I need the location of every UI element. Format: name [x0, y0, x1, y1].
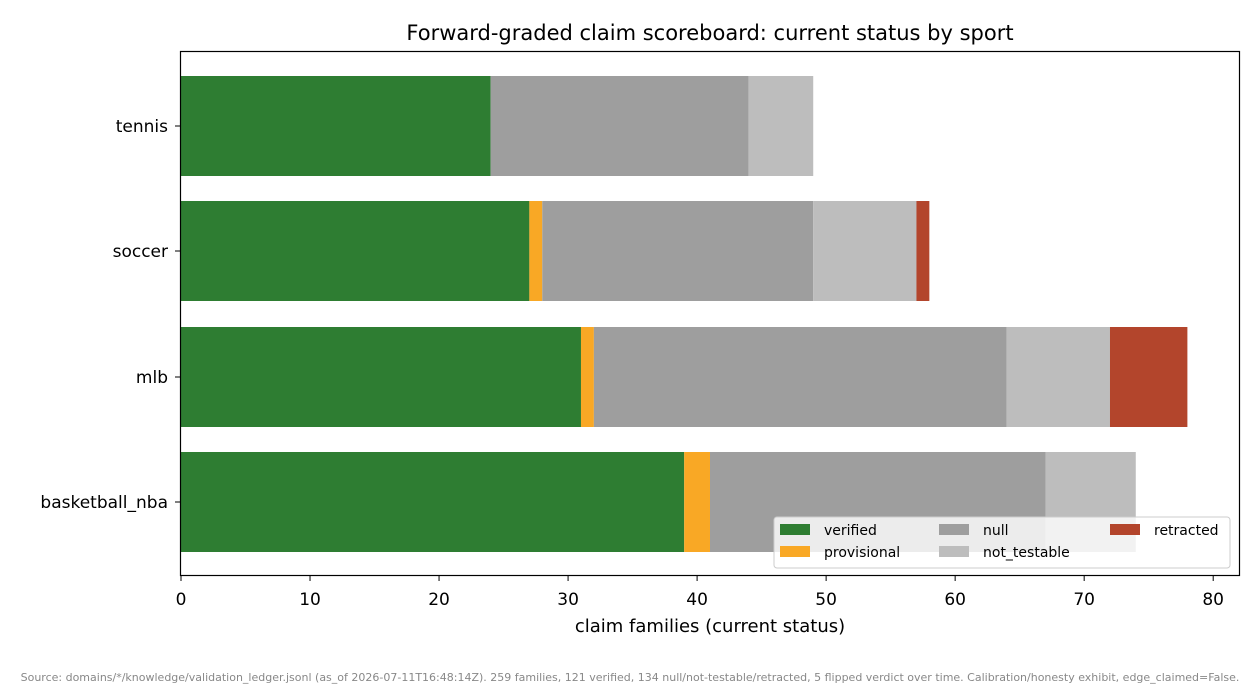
- legend-swatch-retracted: [1110, 524, 1140, 535]
- bars-group: [181, 76, 1188, 552]
- x-tick-label: 70: [1073, 590, 1095, 610]
- chart-title: Forward-graded claim scoreboard: current…: [406, 21, 1013, 45]
- bar-mlb-verified: [181, 327, 581, 427]
- x-axis-ticks: 0 10 20 30 40 50 60 70 80: [176, 575, 1224, 610]
- x-tick-label: 10: [299, 590, 321, 610]
- source-caption: Source: domains/*/knowledge/validation_l…: [20, 671, 1240, 684]
- x-tick-label: 80: [1202, 590, 1224, 610]
- bar-tennis-null: [490, 76, 749, 176]
- x-tick-label: 20: [428, 590, 450, 610]
- bar-soccer-provisional: [529, 201, 543, 301]
- legend-label-provisional: provisional: [824, 545, 900, 561]
- bar-soccer-not_testable: [813, 201, 917, 301]
- bar-soccer-retracted: [916, 201, 930, 301]
- y-axis-ticks: tennis soccer mlb basketball_nba: [40, 117, 181, 513]
- bar-mlb-not_testable: [1006, 327, 1110, 427]
- legend: verified provisional null not_testable retra…: [773, 516, 1231, 569]
- legend-swatch-provisional: [780, 546, 810, 557]
- bar-mlb-retracted: [1109, 327, 1188, 427]
- y-tick-label-mlb: mlb: [136, 368, 168, 388]
- x-tick-label: 50: [815, 590, 837, 610]
- legend-label-retracted: retracted: [1154, 523, 1219, 539]
- legend-swatch-verified: [780, 524, 810, 535]
- legend-label-not_testable: not_testable: [983, 545, 1070, 561]
- legend-swatch-null: [939, 524, 969, 535]
- y-tick-label-tennis: tennis: [116, 117, 168, 137]
- bar-mlb-null: [593, 327, 1007, 427]
- bar-mlb-provisional: [580, 327, 594, 427]
- x-tick-label: 30: [557, 590, 579, 610]
- bar-basketball_nba-verified: [181, 452, 685, 552]
- bar-soccer-verified: [181, 201, 530, 301]
- y-tick-label-soccer: soccer: [113, 242, 168, 262]
- legend-swatch-not_testable: [939, 546, 969, 557]
- bar-soccer-null: [542, 201, 814, 301]
- legend-label-null: null: [983, 523, 1009, 539]
- plot-frame: [179, 50, 1241, 577]
- bar-tennis-not_testable: [748, 76, 814, 176]
- y-tick-label-basketball_nba: basketball_nba: [40, 493, 168, 513]
- x-axis-label: claim families (current status): [575, 616, 845, 637]
- x-tick-label: 40: [686, 590, 708, 610]
- x-tick-label: 0: [176, 590, 187, 610]
- bar-basketball_nba-provisional: [684, 452, 710, 552]
- bar-tennis-verified: [181, 76, 491, 176]
- x-tick-label: 60: [944, 590, 966, 610]
- legend-label-verified: verified: [824, 523, 877, 539]
